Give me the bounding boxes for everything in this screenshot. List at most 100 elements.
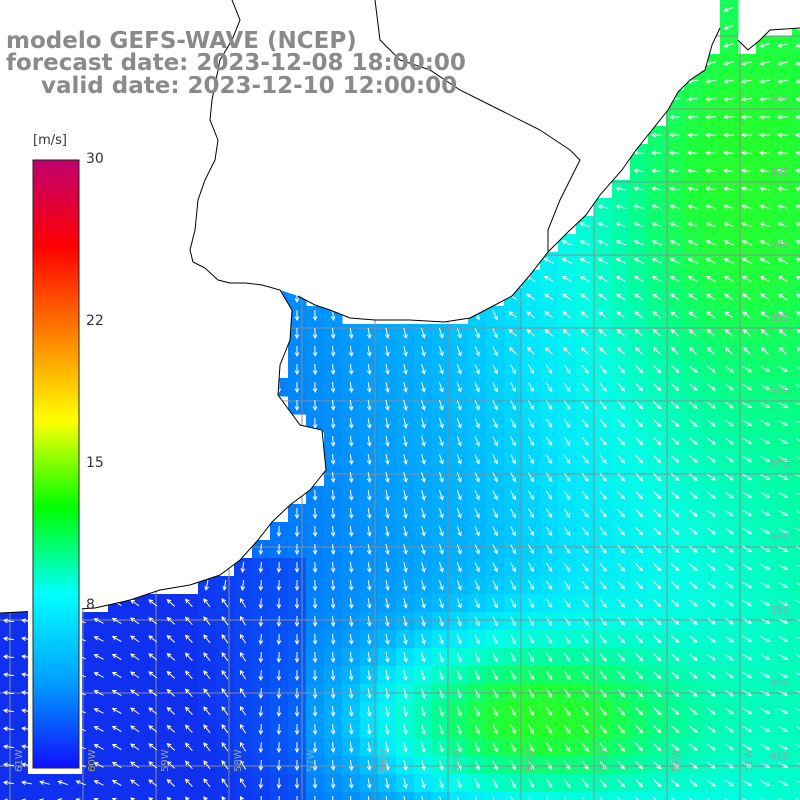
wind-arrow (635, 689, 644, 698)
wind-arrow (545, 436, 553, 447)
wind-arrow (203, 634, 211, 644)
wind-arrow (421, 400, 426, 411)
wind-arrow (724, 671, 734, 679)
wind-arrow (704, 150, 717, 156)
wind-arrow (760, 582, 771, 589)
wind-cell (666, 792, 685, 800)
wind-arrow (456, 526, 462, 537)
wind-arrow (669, 258, 680, 264)
wind-arrow (653, 743, 662, 752)
wind-arrow (545, 652, 553, 663)
wind-arrow (724, 329, 734, 337)
wind-arrow (258, 759, 264, 772)
wind-arrow (474, 436, 480, 447)
wind-arrow (651, 258, 662, 264)
wind-arrow (688, 599, 698, 607)
wind-arrow (616, 311, 626, 319)
wind-arrow (438, 508, 444, 519)
wind-cell (360, 792, 379, 800)
wind-arrow (688, 671, 698, 679)
legend-tick-label: 22 (86, 313, 104, 330)
wind-arrow (456, 382, 462, 393)
wind-arrow (742, 689, 753, 697)
wind-arrow (635, 473, 644, 482)
wind-arrow (348, 435, 354, 448)
wind-arrow (742, 761, 753, 769)
wind-arrow (563, 490, 571, 500)
wind-arrow (705, 275, 716, 282)
wind-arrow (795, 222, 800, 227)
wind-cell (792, 36, 800, 55)
wind-arrow (760, 474, 771, 481)
wind-arrow (796, 456, 800, 460)
wind-arrow (688, 689, 698, 697)
wind-cell (234, 792, 253, 800)
wind-arrow (686, 96, 699, 102)
latitude-label: 33S (770, 167, 790, 178)
wind-arrow (581, 616, 589, 626)
wind-arrow (528, 526, 535, 537)
wind-arrow (348, 471, 354, 484)
wind-arrow (653, 599, 662, 608)
wind-arrow (760, 600, 771, 607)
wind-arrow (545, 454, 553, 465)
wind-arrow (474, 796, 478, 800)
wind-arrow (706, 635, 716, 643)
wind-arrow (581, 400, 589, 410)
wind-arrow (312, 507, 318, 520)
wind-arrow (635, 707, 644, 716)
wind-arrow (492, 598, 498, 609)
wind-arrow (706, 455, 716, 463)
wind-arrow (294, 760, 300, 772)
wind-arrow (528, 706, 535, 717)
wind-arrow (148, 617, 158, 625)
wind-arrow (403, 741, 408, 753)
wind-arrow (526, 311, 536, 319)
wind-arrow (705, 78, 716, 84)
wind-arrow (528, 454, 535, 465)
wind-arrow (723, 61, 735, 66)
wind-arrow (544, 346, 553, 355)
wind-arrow (615, 204, 626, 209)
wind-arrow (385, 688, 390, 699)
wind-cell (486, 792, 505, 800)
wind-arrow (438, 634, 444, 645)
wind-arrow (330, 597, 336, 610)
wind-arrow (474, 598, 480, 609)
wind-arrow (723, 43, 734, 48)
wind-arrow (724, 707, 734, 715)
wind-arrow (312, 651, 318, 664)
wind-arrow (421, 544, 426, 555)
wind-arrow (740, 150, 753, 156)
wind-arrow (617, 490, 625, 500)
wind-arrow (421, 508, 426, 519)
wind-arrow (777, 258, 788, 264)
wind-arrow (742, 779, 753, 787)
wind-cell (0, 792, 19, 800)
wind-arrow (239, 651, 247, 662)
wind-arrow (421, 436, 426, 447)
wind-arrow (650, 150, 663, 156)
wind-arrow (332, 795, 334, 800)
wind-arrow (456, 328, 462, 339)
wind-arrow (741, 61, 753, 66)
wind-arrow (421, 616, 426, 627)
wind-arrow (670, 437, 680, 445)
wind-arrow (617, 472, 625, 482)
wind-arrow (438, 778, 444, 789)
wind-arrow (403, 453, 408, 465)
wind-arrow (778, 618, 789, 624)
wind-arrow (492, 634, 498, 645)
wind-arrow (528, 580, 535, 591)
wind-arrow (635, 491, 644, 500)
wind-arrow (330, 345, 336, 358)
wind-arrow (348, 651, 354, 664)
wind-arrow (258, 705, 264, 718)
wind-arrow (742, 563, 753, 571)
wind-arrow (796, 726, 800, 730)
wind-arrow (166, 634, 176, 643)
wind-arrow (688, 473, 698, 481)
wind-arrow (349, 795, 352, 800)
wind-arrow (617, 778, 625, 788)
wind-arrow (184, 634, 193, 644)
